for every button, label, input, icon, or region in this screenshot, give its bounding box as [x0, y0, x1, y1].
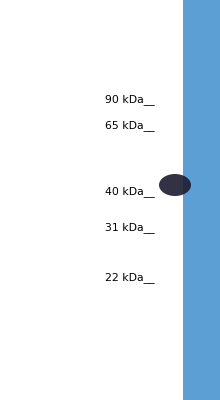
Text: 40 kDa__: 40 kDa__	[105, 186, 155, 198]
Bar	[183, 0, 220, 400]
Text: 65 kDa__: 65 kDa__	[105, 120, 155, 132]
Ellipse shape	[159, 174, 191, 196]
Text: 31 kDa__: 31 kDa__	[105, 222, 155, 234]
Text: 22 kDa__: 22 kDa__	[105, 272, 155, 284]
Text: 90 kDa__: 90 kDa__	[105, 94, 155, 106]
